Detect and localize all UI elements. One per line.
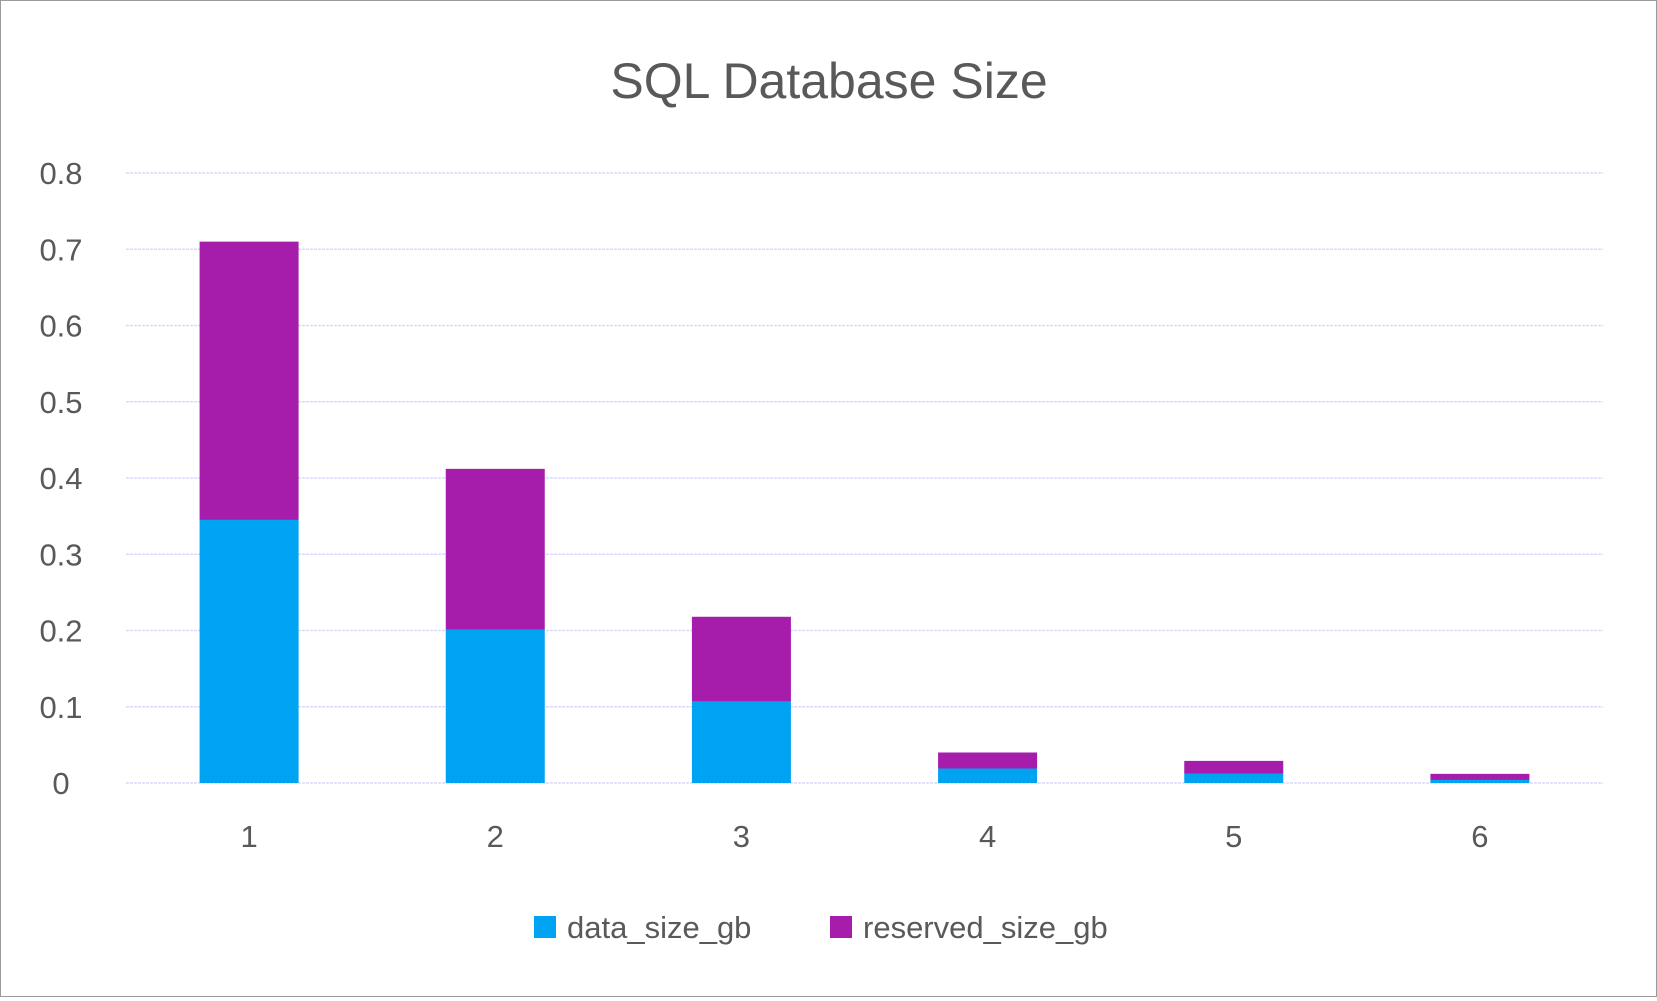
- bar-data_size_gb-3: [691, 701, 791, 783]
- x-tick-label: 5: [1225, 819, 1242, 854]
- bar-reserved_size_gb-1: [199, 241, 299, 520]
- bar-reserved_size_gb-2: [445, 468, 545, 630]
- y-tick-label: 0.8: [39, 156, 82, 191]
- legend-label-data_size_gb: data_size_gb: [567, 910, 751, 945]
- bar-data_size_gb-6: [1430, 779, 1530, 783]
- y-tick-label: 0.2: [39, 614, 82, 649]
- legend-label-reserved_size_gb: reserved_size_gb: [863, 910, 1108, 945]
- x-tick-label: 2: [487, 819, 504, 854]
- legend: data_size_gb reserved_size_gb: [534, 910, 1108, 945]
- y-tick-label: 0: [52, 766, 69, 801]
- bar-reserved_size_gb-4: [938, 752, 1038, 769]
- y-axis-ticks: 0 0.1 0.2 0.3 0.4 0.5 0.6 0.7 0.8: [39, 156, 82, 801]
- gridlines: [126, 172, 1603, 784]
- y-tick-label: 0.4: [39, 461, 82, 496]
- chart-title: SQL Database Size: [610, 53, 1047, 109]
- x-axis-ticks: 1 2 3 4 5 6: [240, 819, 1488, 854]
- bar-data_size_gb-5: [1184, 773, 1284, 783]
- y-tick-label: 0.1: [39, 690, 82, 725]
- y-tick-label: 0.7: [39, 232, 82, 267]
- x-tick-label: 4: [979, 819, 996, 854]
- bar-reserved_size_gb-3: [691, 616, 791, 702]
- bars: [199, 241, 1530, 783]
- x-tick-label: 1: [240, 819, 257, 854]
- bar-data_size_gb-4: [938, 768, 1038, 783]
- y-tick-label: 0.3: [39, 537, 82, 572]
- bar-data_size_gb-2: [445, 629, 545, 783]
- legend-swatch-reserved_size_gb: [830, 916, 852, 938]
- bar-reserved_size_gb-5: [1184, 760, 1284, 774]
- x-tick-label: 3: [733, 819, 750, 854]
- bar-data_size_gb-1: [199, 519, 299, 783]
- bar-reserved_size_gb-6: [1430, 773, 1530, 780]
- y-tick-label: 0.5: [39, 385, 82, 420]
- legend-swatch-data_size_gb: [534, 916, 556, 938]
- x-tick-label: 6: [1471, 819, 1488, 854]
- y-tick-label: 0.6: [39, 309, 82, 344]
